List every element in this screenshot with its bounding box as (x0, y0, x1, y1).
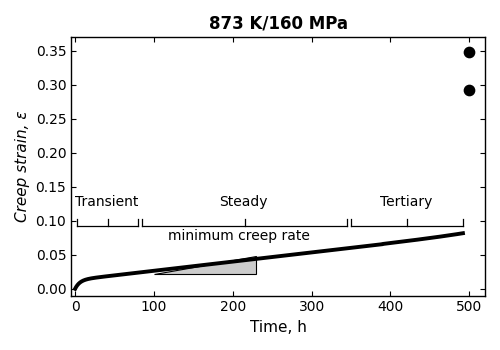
Point (465, 87, 473, 92)
Title: 873 K/160 MPa: 873 K/160 MPa (208, 15, 348, 33)
Polygon shape (154, 256, 256, 274)
Text: minimum creep rate: minimum creep rate (168, 229, 310, 243)
Text: Tertiary: Tertiary (380, 195, 432, 209)
Text: Transient: Transient (75, 195, 138, 209)
Point (465, 49, 473, 55)
Y-axis label: Creep strain, ε: Creep strain, ε (15, 111, 30, 222)
Text: Steady: Steady (219, 195, 268, 209)
X-axis label: Time, h: Time, h (250, 320, 306, 335)
